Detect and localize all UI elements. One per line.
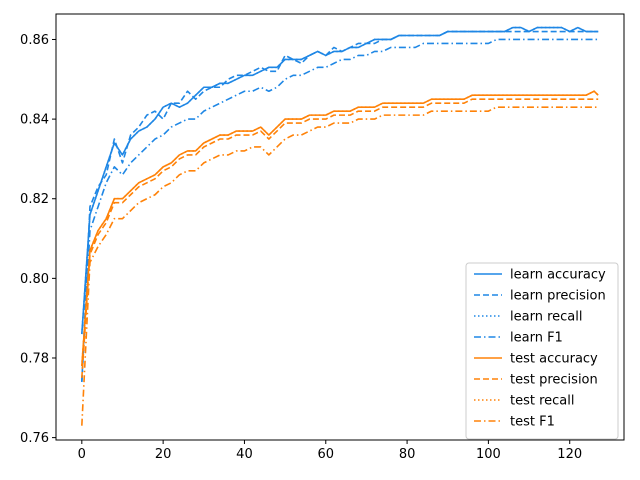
- legend-label: test recall: [510, 394, 575, 409]
- x-tick-label: 60: [317, 447, 334, 462]
- y-tick-label: 0.82: [20, 192, 49, 207]
- series-line-test-f1: [81, 106, 599, 426]
- legend-box: [465, 262, 619, 440]
- legend-label: learn precision: [510, 289, 606, 304]
- legend-label: test F1: [510, 415, 555, 430]
- x-tick-label: 120: [557, 447, 582, 462]
- legend-label: test precision: [510, 373, 598, 388]
- y-tick-label: 0.86: [20, 33, 49, 48]
- plot-frame: [55, 13, 625, 441]
- y-tick-label: 0.76: [20, 431, 49, 446]
- series-layer: [81, 26, 599, 426]
- x-tick-label: 0: [78, 447, 86, 462]
- series-line-learn-recall: [81, 26, 599, 335]
- series-line-test-precision: [81, 98, 599, 378]
- x-axis: 0 20 40 60 80 100 120: [78, 440, 582, 462]
- x-tick-label: 20: [155, 447, 172, 462]
- y-tick-label: 0.78: [20, 351, 49, 366]
- x-tick-label: 100: [476, 447, 501, 462]
- legend-label: learn accuracy: [510, 268, 606, 283]
- y-tick-label: 0.80: [20, 272, 49, 287]
- x-tick-label: 40: [236, 447, 253, 462]
- series-line-learn-precision: [81, 30, 599, 382]
- legend: learn accuracy learn precision learn recal…: [465, 262, 619, 440]
- series-line-learn-f1: [81, 38, 599, 382]
- legend-label: learn recall: [510, 310, 582, 325]
- legend-label: test accuracy: [510, 352, 598, 367]
- y-tick-label: 0.84: [20, 113, 49, 128]
- legend-label: learn F1: [510, 331, 563, 346]
- x-tick-label: 80: [399, 447, 416, 462]
- series-line-test-recall: [81, 90, 599, 367]
- y-axis: 0.76 0.78 0.80 0.82 0.84 0.86: [20, 33, 56, 446]
